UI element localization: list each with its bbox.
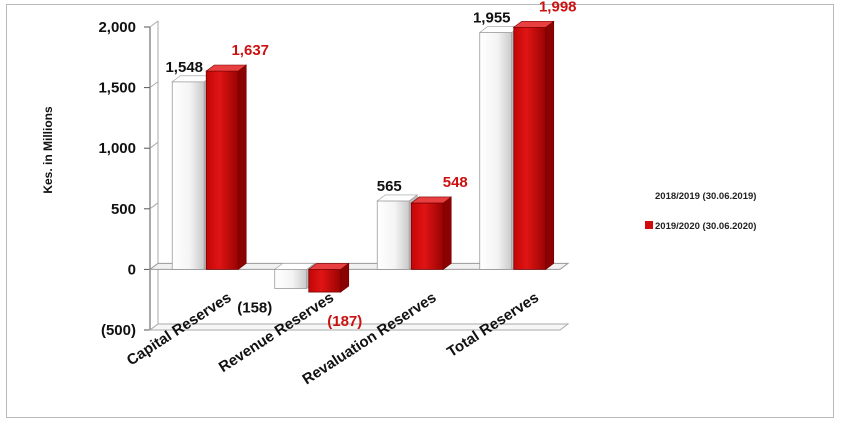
- bar-front: [308, 268, 342, 293]
- bar-front: [410, 202, 444, 270]
- bar-front: [274, 268, 308, 289]
- data-label: 548: [443, 174, 468, 191]
- bar-front: [479, 32, 513, 270]
- bar-front: [376, 200, 410, 270]
- y-tick-labels: 2,000 1,500 1,000 500 0 (500): [98, 19, 136, 339]
- bar-top: [273, 263, 316, 270]
- data-label: (158): [237, 300, 272, 317]
- y-tick-depth: [149, 20, 159, 28]
- y-tick-depth: [149, 141, 159, 149]
- y-tick-label: 1,000: [98, 140, 136, 157]
- y-tick-label: 0: [128, 261, 136, 278]
- bar-front: [513, 26, 547, 270]
- bar-top: [376, 194, 419, 202]
- bar: [205, 64, 248, 270]
- data-label: (187): [327, 313, 362, 330]
- bar-top: [512, 20, 555, 28]
- bar-side: [545, 20, 555, 270]
- bar-top: [205, 64, 248, 72]
- data-label: 565: [377, 178, 402, 195]
- bar-front: [171, 81, 205, 270]
- y-tick-label: 2,000: [98, 19, 136, 36]
- bar: [307, 262, 350, 293]
- bar: [410, 196, 453, 270]
- legend-item-2018-2019: 2018/2019 (30.06.2019): [655, 191, 756, 202]
- bars: [171, 20, 555, 293]
- bar-side: [237, 64, 247, 270]
- bar-top: [410, 196, 453, 204]
- y-axis-label: Kes. in Millions: [41, 106, 55, 194]
- bar: [512, 20, 555, 270]
- y-tick-label: 500: [111, 201, 136, 218]
- data-label: 1,998: [539, 0, 577, 15]
- legend-item-2019-2020: 2019/2020 (30.06.2020): [645, 221, 756, 232]
- data-label: 1,548: [165, 59, 203, 76]
- y-tick-label: (500): [101, 322, 136, 339]
- legend: 2018/2019 (30.06.2019) 2019/2020 (30.06.…: [645, 191, 756, 232]
- y-tick-depth: [149, 202, 159, 210]
- bar-front: [205, 70, 239, 270]
- floor-plane: [148, 323, 570, 331]
- legend-swatch-red: [645, 221, 653, 229]
- data-label: 1,637: [231, 42, 269, 59]
- data-label: 1,955: [473, 9, 511, 26]
- bar-top: [307, 263, 350, 270]
- data-labels: 1,548 1,637 (158) (187) 565 548 1,955 1,998: [165, 0, 576, 330]
- y-tick-depth: [149, 81, 159, 88]
- legend-label: 2018/2019 (30.06.2019): [655, 191, 756, 202]
- bar-side: [442, 196, 452, 270]
- y-tick-label: 1,500: [98, 80, 136, 97]
- legend-label: 2019/2020 (30.06.2020): [655, 221, 756, 232]
